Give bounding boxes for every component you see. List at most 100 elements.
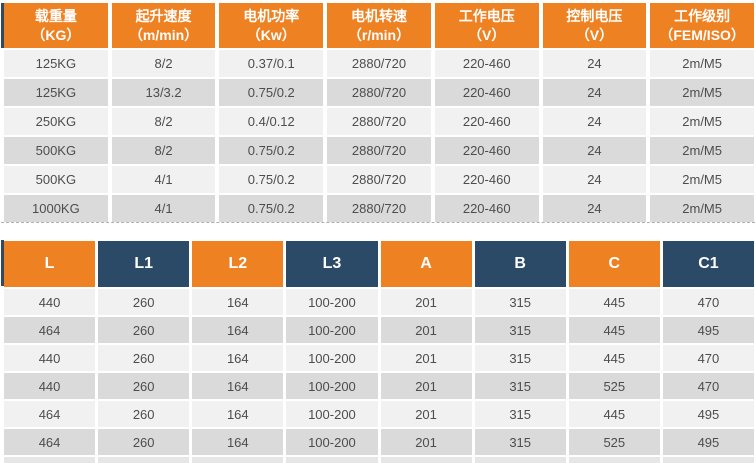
dimension-cell: 445 (568, 401, 660, 427)
cutoff-row-sliver (662, 457, 754, 463)
dimension-cell: 164 (192, 373, 284, 399)
spec-cell: 2880/720 (327, 195, 431, 222)
dimension-cell: 464 (4, 429, 96, 455)
dimension-header-cell: L (4, 241, 96, 287)
spec-cell: 220-460 (434, 50, 539, 77)
spec-cell: 2m/M5 (650, 79, 754, 106)
dimension-cell: 164 (192, 317, 284, 343)
spec-cell: 8/2 (111, 50, 216, 77)
spec-cell: 8/2 (111, 108, 216, 135)
spec-cell: 125KG (4, 79, 108, 106)
dimension-cell: 201 (380, 289, 472, 315)
dimension-cell: 440 (4, 289, 96, 315)
cutoff-row-sliver (4, 457, 96, 463)
dimension-cell: 100-200 (286, 429, 378, 455)
dimension-cell: 445 (568, 289, 660, 315)
spec-header-title: 工作电压 (458, 7, 515, 24)
dimension-cell: 164 (192, 401, 284, 427)
spec-cell: 220-460 (434, 166, 539, 193)
spec-cell: 8/2 (111, 137, 216, 164)
spec-cell: 0.4/0.12 (219, 108, 324, 135)
spec-cell: 1000KG (4, 195, 108, 222)
dimension-cell: 100-200 (286, 401, 378, 427)
dimension-cell: 260 (98, 401, 190, 427)
cutoff-row-sliver (192, 457, 284, 463)
dimension-cell: 315 (474, 401, 566, 427)
spec-header-cell: 控制电压 （V） (542, 3, 647, 48)
spec-cell: 2880/720 (327, 166, 431, 193)
spec-header-title: 电机功率 (243, 7, 300, 24)
dimension-cell: 164 (192, 289, 284, 315)
spec-cell: 2880/720 (327, 79, 431, 106)
dimension-header-cell: L2 (192, 241, 284, 287)
dimension-cell: 525 (568, 429, 660, 455)
spec-table: 载重量 （KG） 起升速度 （m/min） 电机功率 （Kw） 电机转速 （r/min） 工作电… (4, 3, 754, 222)
dimension-cell: 100-200 (286, 373, 378, 399)
dimension-cell: 164 (192, 345, 284, 371)
dimension-cell: 464 (4, 317, 96, 343)
dimension-cell: 164 (192, 429, 284, 455)
spec-cell: 0.75/0.2 (219, 79, 324, 106)
spec-header-unit: （V） (468, 26, 506, 43)
spec-cell: 125KG (4, 50, 108, 77)
dimension-cell: 201 (380, 317, 472, 343)
dimension-cell: 525 (568, 373, 660, 399)
spec-header-cell: 工作电压 （V） (434, 3, 539, 48)
dimension-table: L L1 L2 L3 A B C C1 440 260 164 100-200 201 315 445 470… (4, 241, 754, 463)
dimension-cell: 315 (474, 373, 566, 399)
spec-cell: 24 (542, 137, 647, 164)
spec-header-cell: 工作级别 （FEM/ISO） (650, 3, 754, 48)
spec-cell: 24 (542, 166, 647, 193)
dimension-cell: 201 (380, 345, 472, 371)
dimension-cell: 495 (662, 429, 754, 455)
spec-cell: 500KG (4, 137, 108, 164)
spec-cell: 24 (542, 195, 647, 222)
dimension-cell: 470 (662, 289, 754, 315)
spec-header-cell: 电机功率 （Kw） (219, 3, 324, 48)
dimension-cell: 495 (662, 401, 754, 427)
cutoff-row-sliver (568, 457, 660, 463)
dimension-cell: 470 (662, 373, 754, 399)
spec-header-title: 工作级别 (674, 7, 731, 24)
spec-header-unit: （V） (575, 26, 614, 43)
spec-cell: 220-460 (434, 79, 539, 106)
spec-cell: 2m/M5 (650, 195, 754, 222)
spec-cell: 2m/M5 (650, 108, 754, 135)
spec-cell: 2880/720 (327, 108, 431, 135)
dimension-cell: 315 (474, 317, 566, 343)
spec-cell: 13/3.2 (111, 79, 216, 106)
spec-cell: 220-460 (434, 195, 539, 222)
dimension-cell: 445 (568, 317, 660, 343)
tables-separator (1, 222, 755, 223)
cutoff-row-sliver (380, 457, 472, 463)
dimension-cell: 464 (4, 401, 96, 427)
spec-cell: 24 (542, 79, 647, 106)
cutoff-row-sliver (474, 457, 566, 463)
dimension-header-accent-strip (1, 240, 4, 286)
spec-header-title: 控制电压 (566, 7, 623, 24)
dimension-header-cell: C (568, 241, 660, 287)
spec-header-unit: （KG） (31, 26, 81, 43)
spec-cell: 2880/720 (327, 50, 431, 77)
spec-header-cell: 载重量 （KG） (4, 3, 108, 48)
spec-header-unit: （FEM/ISO） (659, 26, 745, 43)
dimension-cell: 100-200 (286, 317, 378, 343)
dimension-header-cell: B (474, 241, 566, 287)
dimension-cell: 100-200 (286, 345, 378, 371)
spec-header-unit: （Kw） (246, 26, 296, 43)
spec-cell: 24 (542, 108, 647, 135)
spec-header-title: 电机转速 (350, 7, 407, 24)
spec-header-accent-strip (1, 3, 4, 48)
dimension-cell: 260 (98, 345, 190, 371)
dimension-cell: 201 (380, 401, 472, 427)
dimension-cell: 201 (380, 429, 472, 455)
spec-cell: 4/1 (111, 166, 216, 193)
spec-cell: 2m/M5 (650, 50, 754, 77)
dimension-cell: 440 (4, 373, 96, 399)
spec-cell: 220-460 (434, 137, 539, 164)
dimension-cell: 315 (474, 345, 566, 371)
spec-cell: 500KG (4, 166, 108, 193)
spec-cell: 24 (542, 50, 647, 77)
dimension-cell: 260 (98, 373, 190, 399)
